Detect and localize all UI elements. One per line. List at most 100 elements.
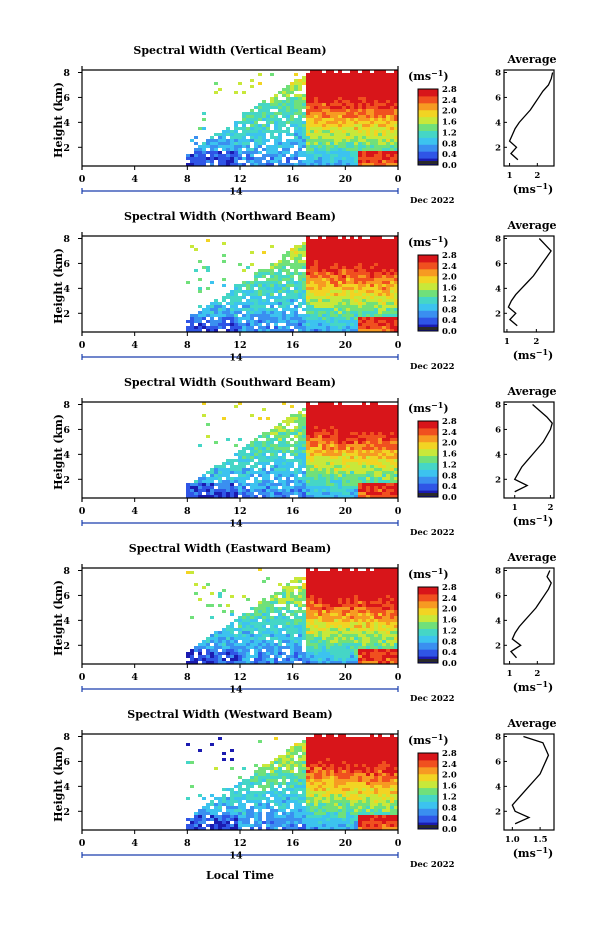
heatmap-cell [266, 622, 270, 625]
heatmap-cell [238, 302, 242, 305]
heatmap-cell [302, 302, 306, 305]
heatmap-cell [366, 88, 370, 91]
heatmap-cell [322, 245, 326, 248]
heatmap-cell [262, 661, 266, 664]
heatmap-cell [246, 453, 250, 456]
heatmap-cell [386, 79, 390, 82]
heatmap-cell [366, 245, 370, 248]
heatmap-cell [350, 248, 354, 251]
heatmap-cell [386, 465, 390, 468]
heatmap-cell [282, 447, 286, 450]
heatmap-cell [358, 468, 362, 471]
heatmap-cell [370, 160, 374, 163]
heatmap-cell [262, 305, 266, 308]
heatmap-cell [246, 157, 250, 160]
heatmap-cell [314, 613, 318, 616]
heatmap-cell [310, 115, 314, 118]
heatmap-cell [250, 661, 254, 664]
heatmap-cell [350, 571, 354, 574]
heatmap-cell [342, 595, 346, 598]
heatmap-cell [374, 85, 378, 88]
heatmap-cell [210, 477, 214, 480]
heatmap-cell [382, 272, 386, 275]
heatmap-cell [222, 417, 226, 420]
heatmap-cell [238, 465, 242, 468]
heatmap-cell [254, 130, 258, 133]
heatmap-cell [194, 492, 198, 495]
heatmap-cell [270, 293, 274, 296]
heatmap-cell [318, 257, 322, 260]
heatmap-cell [250, 115, 254, 118]
heatmap-cell [322, 450, 326, 453]
heatmap-cell [322, 435, 326, 438]
heatmap-cell [302, 459, 306, 462]
heatmap-cell [338, 154, 342, 157]
heatmap-cell [390, 296, 394, 299]
heatmap-cell [390, 106, 394, 109]
heatmap-cell [214, 151, 218, 154]
heatmap-cell [254, 278, 258, 281]
heatmap-cell [206, 471, 210, 474]
heatmap-cell [350, 76, 354, 79]
heatmap-cell [294, 245, 298, 248]
heatmap-cell [262, 450, 266, 453]
heatmap-cell [342, 254, 346, 257]
colorbar-segment [418, 261, 438, 270]
heatmap-cell [202, 317, 206, 320]
heatmap-cell [342, 284, 346, 287]
heatmap-cell [362, 595, 366, 598]
heatmap-cell [294, 272, 298, 275]
heatmap-cell [222, 296, 226, 299]
colorbar-unit: (ms−1) [408, 68, 449, 83]
heatmap-cell [378, 426, 382, 429]
heatmap-cell [386, 133, 390, 136]
heatmap-cell [266, 643, 270, 646]
heatmap-cell [350, 456, 354, 459]
heatmap-cell [254, 646, 258, 649]
heatmap-cell [334, 423, 338, 426]
heatmap-cell [282, 453, 286, 456]
heatmap-cell [314, 326, 318, 329]
heatmap-cell [318, 643, 322, 646]
heatmap-cell [274, 637, 278, 640]
heatmap-cell [282, 296, 286, 299]
heatmap-cell [330, 157, 334, 160]
heatmap-cell [222, 130, 226, 133]
heatmap-cell [378, 281, 382, 284]
heatmap-cell [310, 326, 314, 329]
heatmap-cell [258, 459, 262, 462]
heatmap-cell [298, 133, 302, 136]
heatmap-cell [218, 483, 222, 486]
heatmap-cell [250, 625, 254, 628]
heatmap-cell [326, 242, 330, 245]
heatmap-cell [302, 661, 306, 664]
heatmap-cell [358, 287, 362, 290]
heatmap-cell [330, 109, 334, 112]
heatmap-cell [354, 417, 358, 420]
heatmap-cell [314, 94, 318, 97]
heatmap-cell [250, 465, 254, 468]
heatmap-cell [310, 435, 314, 438]
heatmap-cell [346, 127, 350, 130]
heatmap-cell [366, 329, 370, 332]
heatmap-cell [250, 281, 254, 284]
heatmap-cell [286, 601, 290, 604]
heatmap-cell [266, 640, 270, 643]
heatmap-cell [378, 106, 382, 109]
heatmap-cell [318, 625, 322, 628]
heatmap-cell [386, 414, 390, 417]
heatmap-cell [306, 139, 310, 142]
heatmap-cell [362, 402, 366, 405]
heatmap-cell [258, 447, 262, 450]
heatmap-cell [358, 73, 362, 76]
heatmap-cell [306, 622, 310, 625]
heatmap-cell [302, 586, 306, 589]
heatmap-cell [290, 154, 294, 157]
heatmap-cell [306, 420, 310, 423]
heatmap-cell [366, 607, 370, 610]
heatmap-cell [330, 284, 334, 287]
heatmap-cell [342, 293, 346, 296]
heatmap-cell [358, 112, 362, 115]
heatmap-cell [354, 405, 358, 408]
heatmap-cell [374, 272, 378, 275]
